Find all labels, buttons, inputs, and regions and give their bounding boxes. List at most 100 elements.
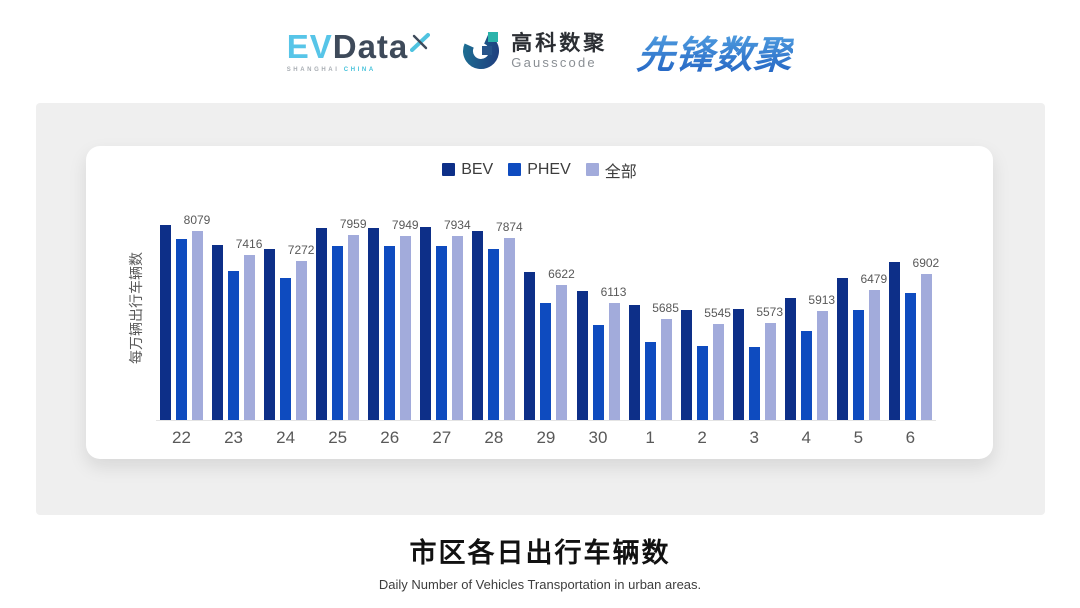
page-title: 市区各日出行车辆数 (409, 538, 671, 568)
bar-PHEV-2 (696, 346, 708, 420)
bar-value-label-3: 5573 (756, 305, 784, 319)
bar-PHEV-22 (176, 239, 187, 420)
bar-PHEV-26 (384, 246, 396, 420)
bar-value-label-2: 5545 (704, 306, 731, 320)
bar-group-28: 7874 (472, 220, 523, 420)
bar-BEV-6 (888, 262, 900, 420)
bar-PHEV-4 (800, 331, 812, 420)
chart-area: 每万辆出行车辆数 8079 7416 7272 7959 7949 7934 7874 662… (86, 195, 993, 448)
legend-swatch-全部 (585, 163, 599, 176)
bar-BEV-26 (368, 228, 380, 420)
bar-BEV-25 (316, 228, 328, 420)
x-tick-label-3: 3 (749, 428, 759, 447)
bar-value-label-26: 7949 (391, 218, 419, 232)
bar-全部-30 (608, 303, 620, 420)
legend-label: 全部 (604, 163, 637, 181)
x-tick-label-23: 23 (224, 428, 244, 447)
evdata-wordmark: EV Data (287, 30, 431, 63)
x-tick-label-1: 1 (645, 428, 655, 447)
x-tick-label-29: 29 (536, 428, 556, 447)
bar-group-4: 5913 (784, 293, 835, 420)
bar-PHEV-24 (280, 278, 292, 420)
bar-全部-25 (348, 235, 360, 420)
chart-panel: BEV PHEV 全部 每万辆出行车辆数 8079 7416 7272 7959 7949 7… (36, 103, 1045, 515)
bar-BEV-4 (784, 298, 796, 420)
gausscode-text: 高科数聚 Gausscode (511, 32, 607, 71)
bar-value-label-28: 7874 (496, 220, 523, 234)
bar-PHEV-28 (488, 249, 500, 420)
bar-value-label-4: 5913 (808, 293, 836, 307)
evdata-logo: EV Data SHANGHAI CHINA (287, 30, 431, 73)
bar-全部-29 (556, 285, 568, 420)
legend-swatch-BEV (442, 163, 456, 176)
bar-PHEV-1 (644, 342, 656, 420)
bar-全部-26 (400, 236, 412, 420)
bar-全部-1 (660, 319, 672, 420)
bar-BEV-23 (212, 245, 224, 420)
logo-bar: EV Data SHANGHAI CHINA (0, 0, 1080, 83)
x-tick-label-2: 2 (697, 428, 707, 447)
bar-group-25: 7959 (316, 217, 367, 420)
evdata-x-star-icon (410, 24, 431, 57)
bar-全部-28 (504, 238, 516, 420)
bar-group-1: 5685 (628, 301, 679, 420)
bar-group-2: 5545 (680, 306, 731, 420)
bar-group-27: 7934 (420, 218, 471, 420)
bar-group-29: 6622 (524, 267, 575, 420)
bar-全部-2 (712, 324, 724, 420)
evdata-china-text: CHINA (343, 67, 376, 73)
bar-value-label-27: 7934 (443, 218, 471, 232)
bar-PHEV-29 (540, 303, 552, 420)
gausscode-cn-text: 高科数聚 (511, 31, 608, 55)
bar-value-label-6: 6902 (912, 256, 940, 270)
bar-全部-4 (816, 311, 828, 420)
x-tick-label-26: 26 (380, 428, 400, 447)
evdata-subtitle: SHANGHAI CHINA (287, 67, 431, 73)
chart-card: BEV PHEV 全部 每万辆出行车辆数 8079 7416 7272 7959 7949 7… (86, 146, 993, 459)
x-axis-labels: 22 23 24 25 26 27 28 29 30 1 2 3 4 5 6 (156, 421, 936, 448)
bar-group-23: 7416 (212, 237, 262, 420)
y-axis-title: 每万辆出行车辆数 (116, 195, 156, 421)
bar-PHEV-6 (904, 293, 916, 420)
gausscode-logo: 高科数聚 Gausscode (460, 28, 607, 75)
page-subtitle: Daily Number of Vehicles Transportation … (378, 577, 702, 592)
bar-PHEV-25 (332, 246, 344, 420)
bar-PHEV-27 (436, 246, 448, 420)
x-tick-label-22: 22 (172, 428, 191, 447)
bar-PHEV-3 (748, 347, 760, 420)
evdata-ev-text: EV (286, 28, 333, 65)
bar-BEV-3 (732, 309, 744, 420)
y-axis-title-text: 每万辆出行车辆数 (128, 252, 144, 364)
x-tick-label-6: 6 (905, 428, 916, 447)
chart-legend: BEV PHEV 全部 (86, 146, 993, 181)
bar-全部-24 (296, 261, 308, 420)
bar-BEV-27 (420, 227, 432, 420)
bar-value-label-25: 7959 (339, 217, 367, 231)
gausscode-g-icon (460, 28, 502, 75)
x-tick-label-24: 24 (276, 428, 296, 447)
x-tick-label-25: 25 (328, 428, 348, 447)
bar-BEV-1 (628, 305, 640, 420)
x-tick-label-27: 27 (432, 428, 452, 447)
legend-item-PHEV[interactable]: PHEV (508, 161, 571, 179)
bar-value-label-5: 6479 (860, 272, 888, 286)
x-tick-label-4: 4 (801, 428, 811, 447)
bar-value-label-29: 6622 (548, 267, 575, 281)
caption-block: 市区各日出行车辆数 Daily Number of Vehicles Trans… (0, 531, 1080, 592)
bar-group-5: 6479 (836, 272, 887, 420)
evdata-data-text: Data (332, 28, 409, 65)
bar-value-label-1: 5685 (652, 301, 679, 315)
bar-value-label-30: 6113 (600, 285, 627, 299)
legend-item-全部[interactable]: 全部 (585, 158, 637, 182)
x-tick-label-30: 30 (588, 428, 608, 447)
bar-group-30: 6113 (576, 285, 626, 420)
bar-group-3: 5573 (732, 305, 783, 420)
bar-group-26: 7949 (368, 218, 419, 420)
bar-PHEV-23 (228, 271, 240, 420)
bar-PHEV-30 (592, 325, 604, 420)
legend-item-BEV[interactable]: BEV (442, 161, 493, 179)
x-tick-label-5: 5 (853, 428, 864, 447)
bar-BEV-22 (160, 225, 171, 420)
bar-全部-22 (192, 231, 203, 420)
bar-value-label-22: 8079 (183, 213, 211, 227)
